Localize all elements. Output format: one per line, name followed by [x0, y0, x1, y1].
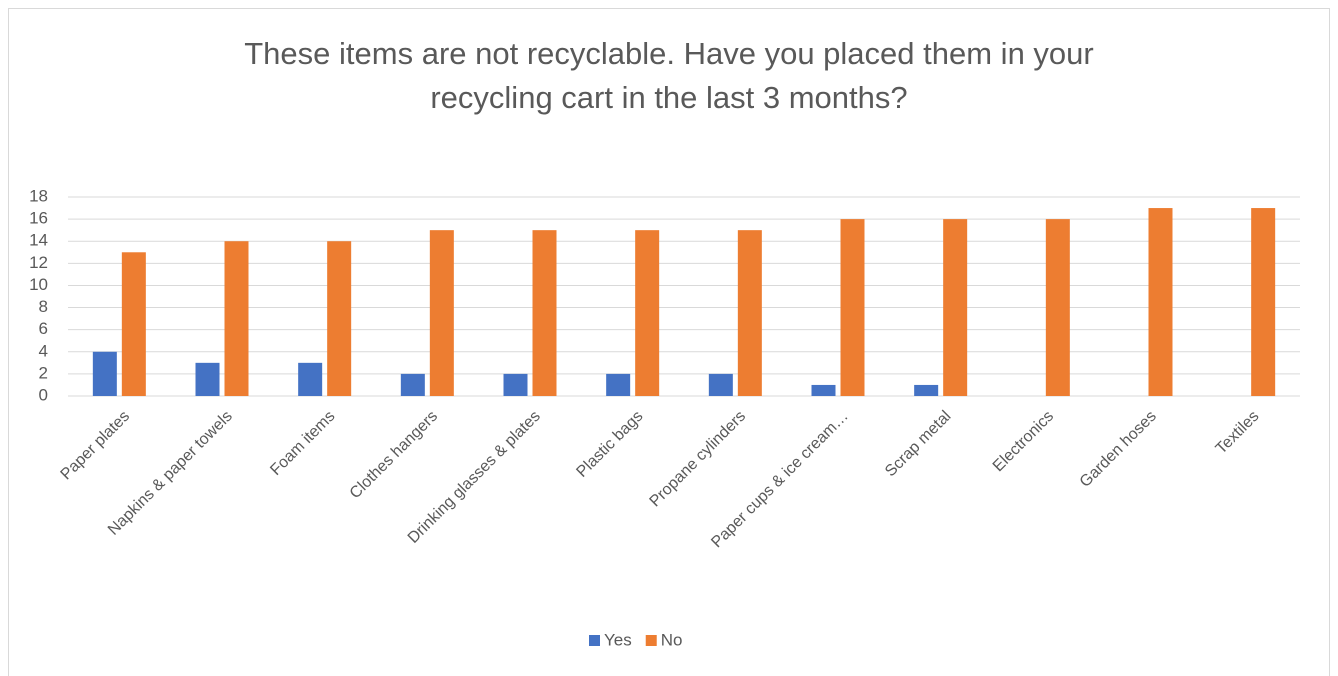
x-tick-label: Paper plates	[58, 408, 134, 484]
bar	[1251, 208, 1276, 396]
legend-label: No	[661, 630, 683, 649]
bar	[121, 252, 146, 396]
bar	[708, 373, 733, 396]
chart-border	[8, 8, 1330, 676]
bar	[532, 230, 557, 396]
bar	[92, 351, 117, 396]
bar	[635, 230, 660, 396]
bar	[195, 362, 220, 396]
bar	[400, 373, 425, 396]
y-tick-label: 18	[29, 186, 48, 205]
y-tick-label: 16	[29, 209, 48, 228]
x-tick-label: Clothes hangers	[347, 408, 441, 502]
legend-swatch	[589, 635, 600, 646]
bar	[737, 230, 762, 396]
x-tick-label: Foam items	[267, 408, 338, 479]
y-tick-label: 12	[29, 253, 48, 272]
x-tick-label: Scrap metal	[882, 408, 954, 480]
x-tick-label: Electronics	[990, 408, 1057, 475]
x-tick-label: Garden hoses	[1077, 408, 1160, 491]
y-tick-label: 2	[39, 363, 48, 382]
bar	[606, 373, 631, 396]
y-tick-label: 14	[29, 231, 48, 250]
x-tick-label: Textiles	[1213, 408, 1263, 458]
legend-swatch	[645, 635, 657, 646]
bar	[327, 241, 352, 396]
x-tick-label: Propane cylinders	[647, 408, 750, 511]
bar	[1148, 208, 1173, 396]
bar	[943, 219, 968, 396]
chart-title: These items are not recyclable. Have you…	[244, 36, 1094, 115]
bar	[503, 373, 528, 396]
y-tick-label: 6	[39, 319, 48, 338]
legend-label: Yes	[604, 630, 632, 649]
y-tick-label: 4	[39, 341, 48, 360]
bar	[298, 362, 323, 396]
x-tick-label: Plastic bags	[573, 408, 646, 481]
bar	[224, 241, 249, 396]
bar	[914, 384, 939, 396]
y-tick-label: 10	[29, 275, 48, 294]
bar	[1045, 219, 1070, 396]
y-tick-label: 0	[39, 385, 48, 404]
bar	[429, 230, 454, 396]
bar	[811, 384, 836, 396]
y-tick-label: 8	[39, 297, 48, 316]
bar	[840, 219, 865, 396]
